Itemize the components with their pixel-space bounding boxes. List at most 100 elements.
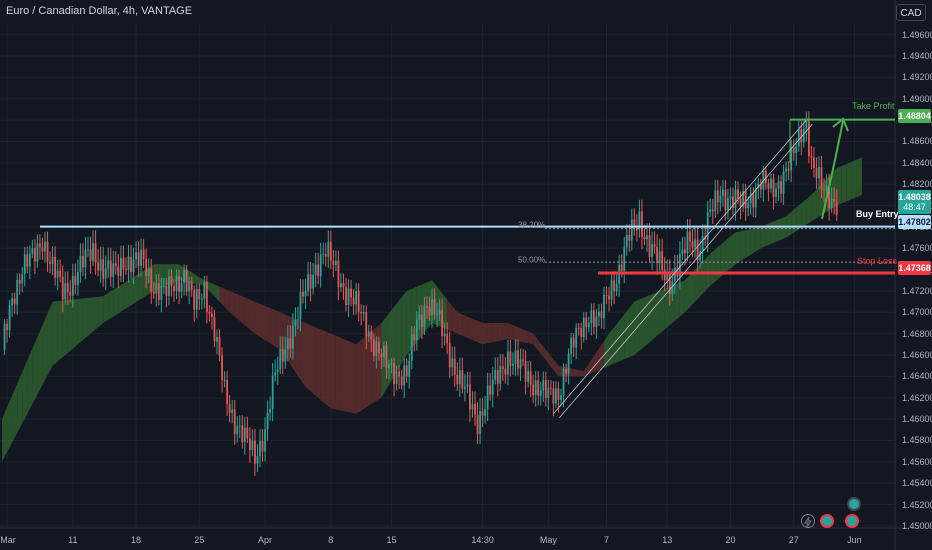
cloud-segment — [720, 240, 726, 278]
cloud-segment — [98, 296, 104, 328]
candle — [125, 269, 127, 271]
candle — [469, 384, 471, 410]
candle — [605, 294, 608, 296]
cloud-segment — [750, 227, 756, 255]
cloud-segment — [37, 325, 43, 395]
candle — [180, 282, 183, 292]
cloud-segment — [583, 363, 589, 377]
cloud-segment — [17, 372, 23, 433]
price-tick-label: 1.45200 — [902, 499, 932, 510]
price-tick-label: 1.45800 — [902, 435, 932, 446]
candle — [46, 241, 49, 262]
cloud-segment — [310, 325, 316, 396]
cloud-segment — [629, 301, 635, 358]
time-tick-label: 20 — [725, 535, 736, 545]
candle — [641, 211, 643, 237]
candle — [334, 260, 337, 265]
cloud-segment — [396, 297, 402, 373]
candle — [471, 403, 474, 410]
cloud-segment — [684, 274, 690, 313]
cloud-segment — [512, 325, 518, 342]
cloud-segment — [244, 297, 250, 330]
cloud-segment — [836, 166, 842, 206]
candle — [221, 355, 223, 380]
candle — [243, 427, 246, 442]
cloud-segment — [639, 297, 645, 351]
cloud-segment — [219, 286, 225, 307]
cloud-segment — [179, 264, 185, 282]
candle — [739, 199, 742, 207]
time-tick-label: May — [539, 535, 557, 545]
lightning-icon[interactable] — [801, 514, 815, 528]
cloud-segment — [260, 303, 266, 341]
candle — [241, 425, 244, 442]
cloud-segment — [351, 342, 357, 414]
indicator-icon[interactable] — [845, 514, 859, 528]
indicator-icon[interactable] — [847, 497, 861, 511]
candle — [312, 274, 315, 289]
candle — [360, 311, 363, 314]
candle — [744, 191, 747, 209]
candle — [269, 408, 272, 413]
candle — [466, 384, 469, 387]
candle — [130, 256, 132, 272]
price-tick-label: 1.46800 — [902, 328, 932, 339]
candle — [772, 178, 775, 197]
cloud-segment — [406, 288, 412, 356]
candle — [213, 317, 216, 342]
symbol-title: Euro / Canadian Dollar, 4h, VANTAGE — [6, 5, 193, 17]
cloud-segment — [275, 310, 281, 350]
candle — [476, 414, 479, 434]
time-tick-label: 13 — [662, 535, 673, 545]
indicator-icon[interactable] — [820, 514, 834, 528]
cloud-segment — [725, 236, 731, 273]
candle — [271, 375, 274, 409]
candle — [620, 264, 623, 271]
candle — [630, 219, 633, 241]
cloud-segment — [674, 282, 680, 321]
candle — [770, 178, 772, 189]
currency-button[interactable]: CAD — [896, 4, 926, 21]
candle — [36, 243, 39, 262]
candle — [274, 372, 277, 376]
candle — [259, 441, 261, 457]
candle — [648, 235, 651, 258]
cloud-segment — [138, 270, 144, 301]
cloud-segment — [558, 365, 564, 377]
candle — [178, 276, 180, 292]
candle — [248, 438, 251, 451]
cloud-segment — [194, 273, 200, 285]
cloud-segment — [801, 199, 807, 228]
candle — [203, 281, 206, 299]
candle — [185, 270, 188, 292]
time-tick-label: 27 — [788, 535, 799, 545]
candle — [33, 248, 36, 262]
cloud-segment — [320, 329, 326, 405]
candle — [532, 384, 535, 396]
cloud-segment — [335, 335, 341, 411]
candle — [724, 189, 727, 210]
candle — [380, 353, 383, 358]
candle — [92, 243, 94, 262]
candle — [420, 314, 423, 328]
cloud-segment — [209, 282, 215, 297]
candle — [324, 254, 327, 257]
candle — [729, 196, 732, 199]
candle — [443, 333, 446, 337]
candle — [309, 274, 312, 289]
cloud-segment — [548, 352, 554, 370]
candle — [119, 257, 122, 276]
cloud-segment — [199, 277, 205, 286]
candle — [299, 291, 302, 320]
candle — [228, 404, 231, 413]
candle-countdown: 48:47 — [903, 202, 926, 212]
candle — [193, 290, 196, 310]
time-tick-label: Mar — [0, 535, 16, 545]
candle — [453, 358, 456, 375]
candle — [408, 360, 411, 377]
candle — [365, 311, 368, 337]
candle — [565, 369, 567, 374]
candle — [663, 269, 666, 281]
candle — [175, 276, 178, 291]
